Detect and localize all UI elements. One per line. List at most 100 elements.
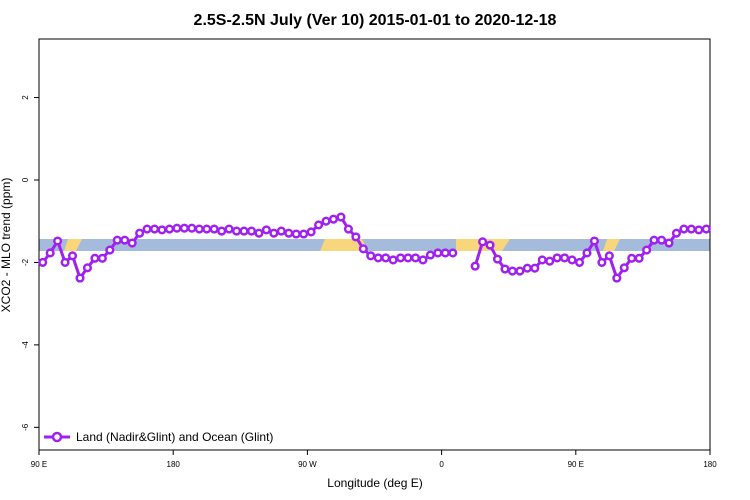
- x-tick-label: 0: [439, 460, 444, 469]
- data-point: [597, 257, 607, 267]
- data-point: [112, 235, 122, 245]
- data-point: [239, 226, 249, 236]
- data-point: [142, 224, 152, 234]
- data-point: [418, 255, 428, 265]
- y-tick-label: -6: [21, 423, 30, 431]
- data-point: [560, 253, 570, 263]
- data-point: [612, 273, 622, 283]
- data-point: [269, 228, 279, 238]
- land-patch: [320, 239, 368, 251]
- data-point: [135, 228, 145, 238]
- land-ocean-band: [39, 239, 710, 251]
- data-point: [68, 251, 78, 261]
- data-point: [194, 224, 204, 234]
- legend-marker: [51, 431, 63, 443]
- data-point: [291, 229, 301, 239]
- x-tick-label: 90 E: [568, 460, 584, 469]
- data-point: [500, 264, 510, 274]
- data-point: [671, 228, 682, 238]
- data-point: [642, 245, 652, 255]
- data-point: [164, 224, 175, 234]
- data-point: [90, 253, 100, 263]
- data-point: [574, 257, 585, 267]
- y-tick-label: -4: [21, 341, 30, 349]
- data-point: [470, 261, 480, 271]
- data-point: [679, 224, 689, 234]
- data-point: [492, 254, 503, 264]
- data-point: [567, 255, 577, 265]
- data-point: [366, 251, 376, 261]
- ocean-band: [39, 239, 710, 251]
- data-point: [701, 224, 711, 234]
- data-point: [656, 235, 667, 245]
- data-point: [53, 236, 63, 246]
- data-point: [97, 253, 107, 263]
- data-point: [627, 253, 637, 263]
- data-point: [328, 214, 339, 224]
- data-point: [187, 223, 197, 233]
- land-patch: [64, 239, 82, 251]
- data-point: [246, 226, 257, 236]
- legend-label: Land (Nadir&Glint) and Ocean (Glint): [76, 430, 273, 444]
- data-point: [552, 253, 562, 263]
- data-point: [105, 245, 115, 255]
- data-point: [694, 225, 704, 235]
- data-point: [686, 224, 696, 234]
- x-axis-label: Longitude (deg E): [327, 476, 422, 490]
- data-point: [507, 266, 517, 276]
- data-point: [604, 251, 614, 261]
- data-point: [522, 263, 532, 273]
- legend: Land (Nadir&Glint) and Ocean (Glint): [44, 430, 273, 444]
- data-point: [75, 273, 85, 283]
- data-point: [306, 227, 316, 237]
- data-point: [299, 229, 309, 239]
- data-point: [321, 216, 331, 226]
- data-point: [619, 263, 629, 273]
- data-point: [224, 224, 234, 234]
- land-patch: [603, 239, 620, 251]
- data-point: [232, 226, 242, 236]
- data-point: [634, 253, 644, 263]
- data-point: [172, 223, 182, 233]
- data-point: [373, 253, 383, 263]
- y-tick-label: -2: [21, 258, 30, 266]
- data-point: [261, 225, 271, 235]
- data-point: [60, 257, 70, 267]
- data-point: [157, 225, 167, 235]
- data-point: [82, 263, 93, 273]
- data-point: [448, 248, 458, 258]
- data-point: [202, 224, 212, 234]
- data-point: [403, 253, 413, 263]
- y-tick-label: 0: [21, 177, 30, 182]
- x-tick-label: 90 E: [31, 460, 47, 469]
- chart-title: 2.5S-2.5N July (Ver 10) 2015-01-01 to 20…: [194, 12, 557, 29]
- data-point: [209, 224, 219, 234]
- data-point: [38, 257, 48, 267]
- data-point: [343, 224, 353, 234]
- data-point: [664, 238, 674, 248]
- data-point: [120, 235, 130, 245]
- x-tick-label: 180: [167, 460, 181, 469]
- data-point: [515, 266, 525, 276]
- data-point: [276, 226, 286, 236]
- data-point: [314, 220, 324, 230]
- data-point: [351, 232, 361, 242]
- data-point: [358, 244, 368, 254]
- data-point: [478, 237, 488, 247]
- data-point: [589, 236, 599, 246]
- data-point: [284, 228, 294, 238]
- x-tick-label: 180: [703, 460, 717, 469]
- data-point: [179, 223, 189, 233]
- y-tick-label: 2: [21, 95, 30, 100]
- data-point: [45, 248, 55, 258]
- data-point: [410, 253, 421, 263]
- data-point: [388, 255, 398, 265]
- data-point: [381, 253, 391, 263]
- data-point: [545, 256, 555, 266]
- data-point: [396, 253, 406, 263]
- data-point: [217, 226, 227, 236]
- data-point: [649, 235, 659, 245]
- data-point: [336, 212, 346, 222]
- data-point: [150, 224, 160, 234]
